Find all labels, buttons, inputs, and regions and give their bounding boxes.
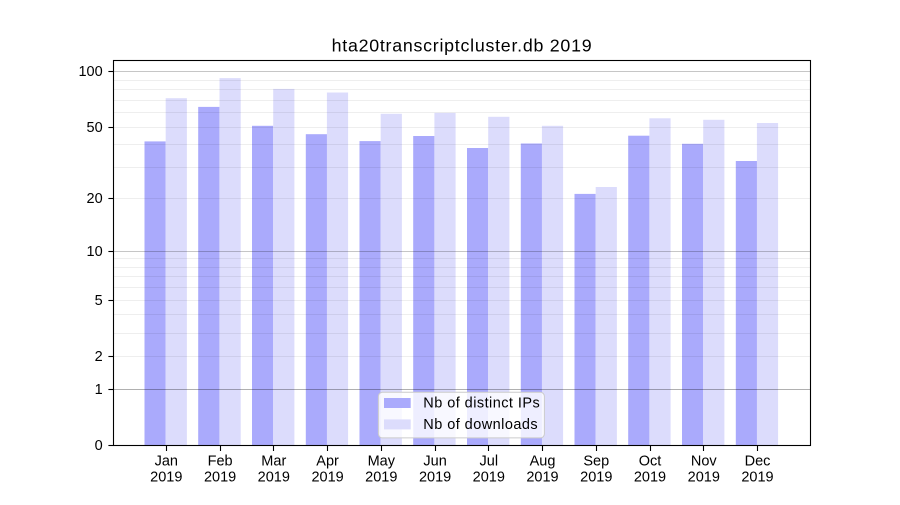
- svg-text:2019: 2019: [580, 470, 612, 486]
- svg-text:Oct: Oct: [639, 453, 662, 469]
- svg-text:2019: 2019: [526, 470, 558, 486]
- svg-text:Feb: Feb: [208, 453, 233, 469]
- svg-text:Jul: Jul: [480, 453, 499, 469]
- svg-text:Apr: Apr: [316, 453, 339, 469]
- svg-text:2: 2: [95, 349, 103, 365]
- svg-text:Aug: Aug: [530, 453, 556, 469]
- svg-text:2019: 2019: [473, 470, 505, 486]
- svg-text:10: 10: [87, 244, 103, 260]
- svg-text:Nov: Nov: [691, 453, 718, 469]
- svg-text:Mar: Mar: [261, 453, 286, 469]
- svg-text:2019: 2019: [741, 470, 773, 486]
- svg-text:2019: 2019: [688, 470, 720, 486]
- svg-text:Jan: Jan: [155, 453, 178, 469]
- svg-text:2019: 2019: [258, 470, 290, 486]
- svg-text:hta20transcriptcluster.db 2019: hta20transcriptcluster.db 2019: [332, 36, 593, 56]
- svg-text:2019: 2019: [365, 470, 397, 486]
- svg-text:2019: 2019: [150, 470, 182, 486]
- svg-text:100: 100: [78, 64, 102, 80]
- svg-text:Nb of downloads: Nb of downloads: [423, 417, 538, 433]
- svg-text:20: 20: [87, 191, 103, 207]
- svg-text:2019: 2019: [204, 470, 236, 486]
- svg-text:Dec: Dec: [745, 453, 771, 469]
- svg-text:Nb of distinct IPs: Nb of distinct IPs: [423, 396, 540, 412]
- svg-text:1: 1: [95, 382, 103, 398]
- svg-text:May: May: [368, 453, 396, 469]
- svg-text:Sep: Sep: [583, 453, 609, 469]
- svg-text:Jun: Jun: [423, 453, 446, 469]
- svg-text:0: 0: [95, 438, 103, 454]
- svg-text:2019: 2019: [419, 470, 451, 486]
- svg-text:5: 5: [95, 293, 103, 309]
- svg-text:50: 50: [87, 120, 103, 136]
- svg-text:2019: 2019: [311, 470, 343, 486]
- svg-text:2019: 2019: [634, 470, 666, 486]
